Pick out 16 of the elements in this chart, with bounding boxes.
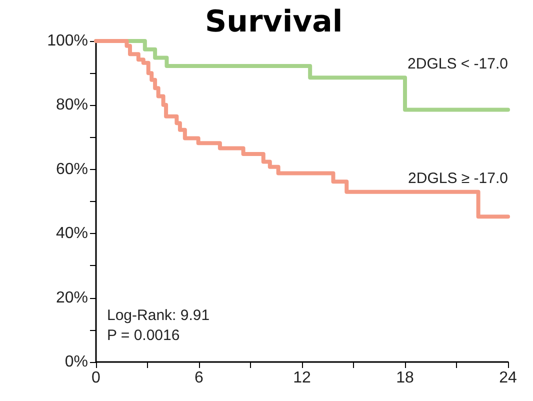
y-tick-label: 80% [56, 96, 88, 114]
x-tick-label: 12 [293, 370, 311, 386]
annotation: P = 0.0016 [107, 327, 180, 344]
y-tick-label: 20% [56, 289, 88, 306]
y-tick-label: 60% [56, 160, 88, 178]
series-label: 2DGLS < -17.0 [408, 56, 508, 73]
y-tick-label: 100% [47, 32, 88, 50]
annotation: Log-Rank: 9.91 [107, 307, 210, 324]
x-tick-label: 18 [396, 370, 414, 386]
x-tick-label: 24 [499, 370, 517, 386]
series-label: 2DGLS ≥ -17.0 [408, 170, 508, 187]
y-tick-label: 40% [56, 225, 88, 242]
chart-title: Survival [205, 4, 343, 40]
y-tick-label: 0% [64, 354, 88, 370]
x-tick-label: 0 [92, 370, 101, 386]
x-tick-label: 6 [194, 370, 204, 386]
